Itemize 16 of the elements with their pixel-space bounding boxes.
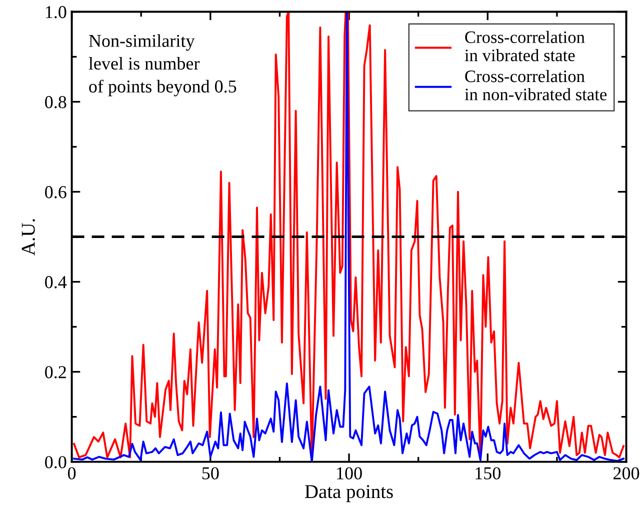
x-tick-label: 200 [614, 467, 640, 480]
annotation: Non-similarity level is number of points beyond 0.5 [88, 34, 236, 96]
x-tick-label: 0 [68, 467, 76, 480]
x-tick-label: 50 [202, 467, 219, 480]
y-tick-label: 0.8 [45, 96, 66, 108]
y-tick-label: 0.6 [45, 186, 66, 198]
x-axis-title: Data points [305, 485, 393, 502]
y-tick-label: 1.0 [46, 6, 66, 18]
legend-label: Cross-correlation in non-vibrated state [464, 70, 607, 100]
y-tick-label: 0.2 [45, 366, 66, 378]
legend-label: Cross-correlation in vibrated state [464, 30, 585, 62]
y-tick-label: 0.0 [45, 456, 66, 468]
x-tick-label: 100 [337, 467, 362, 480]
y-axis-title: A.U. [22, 219, 35, 256]
y-tick-label: 0.4 [45, 276, 67, 288]
x-tick-label: 150 [476, 467, 500, 480]
